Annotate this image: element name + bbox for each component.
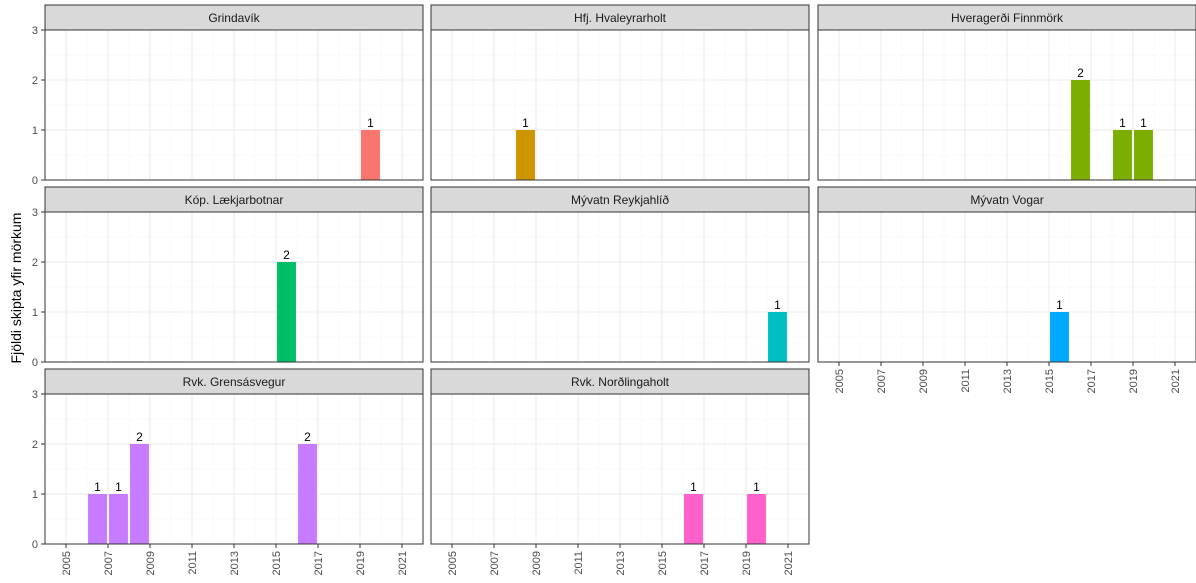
bar bbox=[1134, 130, 1153, 180]
bar bbox=[277, 262, 296, 362]
panel-border bbox=[430, 29, 810, 181]
x-tick-label: 2015 bbox=[1044, 369, 1056, 393]
x-tick-label: 2011 bbox=[960, 369, 972, 393]
facet-strip bbox=[430, 186, 810, 213]
y-axis-title: Fjöldi skipta yfir mörkum bbox=[8, 213, 24, 364]
bar-value-label: 1 bbox=[690, 480, 697, 494]
bar bbox=[768, 312, 787, 362]
bar bbox=[1050, 312, 1069, 362]
panel-border bbox=[430, 211, 810, 363]
bar bbox=[298, 444, 317, 544]
x-tick-label: 2005 bbox=[834, 369, 846, 393]
bar bbox=[1071, 80, 1090, 180]
bar bbox=[88, 494, 107, 544]
bar-value-label: 2 bbox=[283, 248, 290, 262]
x-tick-label: 2021 bbox=[397, 551, 409, 575]
facet-panel-hveragerdi-finnmork: Hveragerði Finnmörk 2 1 1 bbox=[817, 4, 1196, 181]
facet-panel-rvk-nordlingaholt: Rvk. Norðlingaholt 1 1 2005 2007 2009 2011 2013… bbox=[430, 368, 810, 575]
bar-value-label: 1 bbox=[753, 480, 760, 494]
facet-panel-grindavik: Grindavík 1 0 1 2 3 bbox=[32, 4, 424, 187]
x-tick-label: 2011 bbox=[187, 551, 199, 575]
x-tick-label: 2013 bbox=[1002, 369, 1014, 393]
facet-panel-hfj-hvaleyrarholt: Hfj. Hvaleyrarholt 1 bbox=[430, 4, 810, 181]
facet-strip-label: Rvk. Norðlingaholt bbox=[571, 375, 670, 389]
facet-strip-label: Rvk. Grensásvegur bbox=[183, 375, 286, 389]
panel-border bbox=[44, 29, 424, 181]
bar-value-label: 1 bbox=[367, 116, 374, 130]
x-tick-label: 2017 bbox=[313, 551, 325, 575]
bar bbox=[361, 130, 380, 180]
facet-strip bbox=[44, 4, 424, 31]
y-tick-label: 3 bbox=[32, 207, 38, 219]
facet-panel-kop-laekjarbotnar: Kóp. Lækjarbotnar 2 0 1 2 3 bbox=[32, 186, 424, 369]
facet-strip bbox=[817, 4, 1196, 31]
x-tick-label: 2009 bbox=[918, 369, 930, 393]
y-tick-label: 0 bbox=[32, 539, 38, 551]
x-tick-label: 2007 bbox=[103, 551, 115, 575]
y-tick-label: 2 bbox=[32, 439, 38, 451]
bar-value-label: 2 bbox=[1077, 66, 1084, 80]
x-tick-label: 2005 bbox=[61, 551, 73, 575]
bar-value-label: 1 bbox=[1056, 298, 1063, 312]
facet-strip-label: Mývatn Reykjahlíð bbox=[571, 193, 669, 207]
facet-strip-label: Mývatn Vogar bbox=[970, 193, 1043, 207]
y-tick-label: 2 bbox=[32, 257, 38, 269]
bar-value-label: 2 bbox=[304, 430, 311, 444]
y-tick-label: 1 bbox=[32, 125, 38, 137]
x-tick-label: 2013 bbox=[229, 551, 241, 575]
bar-value-label: 1 bbox=[522, 116, 529, 130]
bar-value-label: 1 bbox=[94, 480, 101, 494]
y-tick-label: 1 bbox=[32, 307, 38, 319]
x-tick-label: 2009 bbox=[145, 551, 157, 575]
x-tick-label: 2015 bbox=[271, 551, 283, 575]
facet-strip-label: Hfj. Hvaleyrarholt bbox=[574, 11, 667, 25]
panel-border bbox=[44, 211, 424, 363]
x-tick-label: 2019 bbox=[741, 551, 753, 575]
x-tick-label: 2021 bbox=[783, 551, 795, 575]
bar-value-label: 1 bbox=[1119, 116, 1126, 130]
y-tick-label: 3 bbox=[32, 25, 38, 37]
bar bbox=[130, 444, 149, 544]
bar-value-label: 1 bbox=[115, 480, 122, 494]
facet-panel-myvatn-vogar: Mývatn Vogar 1 2005 2007 2009 2011 2013 2015 201… bbox=[817, 186, 1196, 393]
x-tick-label: 2013 bbox=[615, 551, 627, 575]
bar bbox=[1113, 130, 1132, 180]
x-tick-label: 2011 bbox=[573, 551, 585, 575]
y-tick-label: 0 bbox=[32, 175, 38, 187]
facet-strip-label: Kóp. Lækjarbotnar bbox=[185, 193, 284, 207]
facet-strip-label: Grindavík bbox=[208, 11, 260, 25]
y-tick-label: 0 bbox=[32, 357, 38, 369]
x-tick-label: 2007 bbox=[489, 551, 501, 575]
y-tick-label: 2 bbox=[32, 75, 38, 87]
facet-strip-label: Hveragerði Finnmörk bbox=[951, 11, 1064, 25]
x-tick-label: 2015 bbox=[657, 551, 669, 575]
panel-border bbox=[817, 29, 1196, 181]
x-tick-label: 2017 bbox=[699, 551, 711, 575]
y-tick-label: 3 bbox=[32, 389, 38, 401]
bar-value-label: 1 bbox=[774, 298, 781, 312]
facet-strip bbox=[817, 186, 1196, 213]
facet-strip bbox=[430, 4, 810, 31]
bar bbox=[684, 494, 703, 544]
x-tick-label: 2019 bbox=[355, 551, 367, 575]
bar-value-label: 2 bbox=[136, 430, 143, 444]
bar-value-label: 1 bbox=[1140, 116, 1147, 130]
x-tick-label: 2019 bbox=[1128, 369, 1140, 393]
x-tick-label: 2005 bbox=[447, 551, 459, 575]
facet-panel-myvatn-reykjahlid: Mývatn Reykjahlíð 1 bbox=[430, 186, 810, 363]
x-tick-label: 2021 bbox=[1170, 369, 1182, 393]
facet-strip bbox=[44, 186, 424, 213]
x-tick-label: 2007 bbox=[876, 369, 888, 393]
bar bbox=[516, 130, 535, 180]
bar bbox=[747, 494, 766, 544]
x-tick-label: 2009 bbox=[531, 551, 543, 575]
bar bbox=[109, 494, 128, 544]
x-tick-label: 2017 bbox=[1086, 369, 1098, 393]
y-tick-label: 1 bbox=[32, 489, 38, 501]
